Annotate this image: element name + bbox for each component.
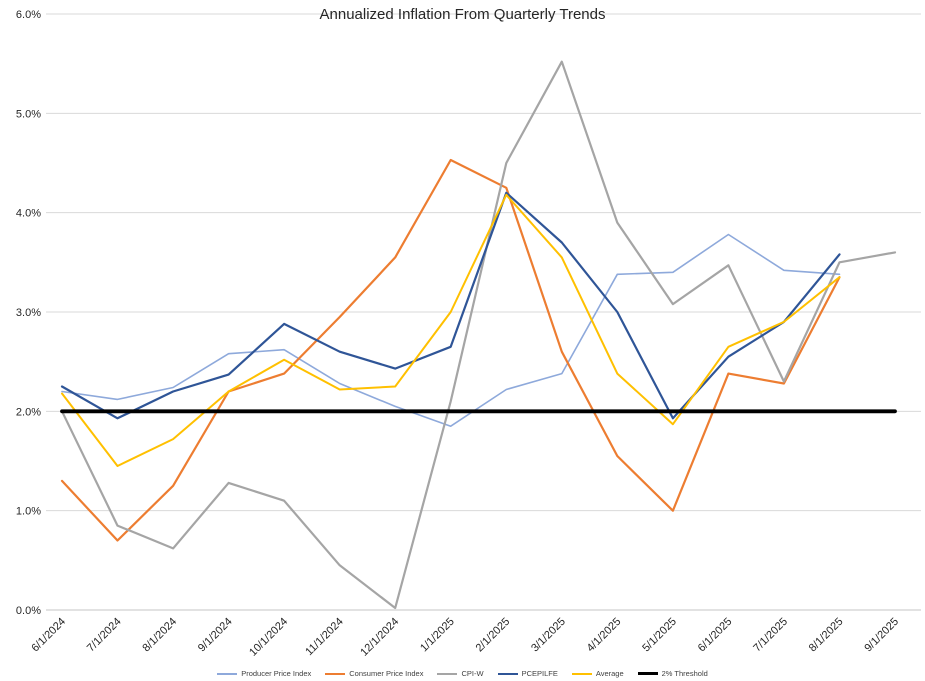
legend-label: Producer Price Index [241,669,312,678]
legend-swatch [497,672,518,675]
x-axis-label: 6/1/2025 [696,616,735,655]
y-axis-label: 5.0% [16,108,41,120]
y-axis-label: 6.0% [16,9,41,21]
legend-item-consumer-price-index: Consumer Price Index [325,669,423,678]
legend-label: CPI-W [461,669,484,678]
x-axis-label: 1/1/2025 [418,616,457,655]
y-axis-label: 2.0% [16,406,41,418]
series-line-cpi-w [60,60,897,610]
series-line-consumer-price-index [60,158,841,542]
series-line-average [61,193,841,467]
x-axis-label: 9/1/2024 [196,616,235,655]
legend-label: Average [595,669,624,678]
y-axis-label: 3.0% [16,307,41,319]
x-axis-label: 12/1/2024 [358,616,401,659]
legend-label: 2% Threshold [661,669,708,678]
legend-item-2-threshold: 2% Threshold [637,669,708,678]
legend-label: PCEPILFE [521,669,558,678]
legend-item-cpi-w: CPI-W [437,669,484,678]
x-axis-label: 9/1/2025 [862,616,901,655]
legend-item-pcepilfe: PCEPILFE [497,669,558,678]
x-axis-label: 3/1/2025 [529,616,568,655]
x-axis-label: 5/1/2025 [640,616,679,655]
x-axis-label: 8/1/2024 [140,616,179,655]
y-axis-label: 1.0% [16,506,41,518]
x-axis-label: 6/1/2024 [29,616,68,655]
x-axis-label: 4/1/2025 [585,616,624,655]
y-axis-label: 0.0% [16,605,41,617]
series-line-pcepilfe [60,191,841,420]
legend-swatch [325,672,346,675]
x-axis-label: 7/1/2024 [85,616,124,655]
legend-item-producer-price-index: Producer Price Index [217,669,311,678]
legend-swatch [571,672,592,675]
x-axis-label: 11/1/2024 [303,616,346,659]
legend-swatch [437,672,458,675]
series-line-producer-price-index [61,233,841,427]
legend-label: Consumer Price Index [349,669,424,678]
legend-swatch [637,672,658,675]
legend-item-average: Average [571,669,624,678]
y-axis-label: 4.0% [16,208,41,220]
chart-legend: Producer Price Index Consumer Price Index… [0,669,925,678]
x-axis-label: 2/1/2025 [474,616,513,655]
x-axis-label: 10/1/2024 [247,616,290,659]
x-axis-label: 8/1/2025 [807,616,846,655]
x-axis-label: 7/1/2025 [751,616,790,655]
legend-swatch [217,672,238,675]
